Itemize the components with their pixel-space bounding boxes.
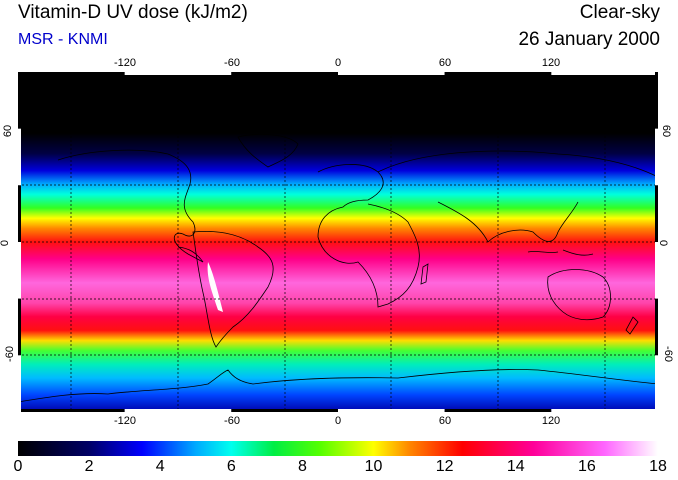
colorbar-gradient (18, 441, 658, 456)
coastlines (18, 133, 658, 403)
border-band-v-1-0 (18, 128, 21, 186)
andes-max-dose (207, 262, 223, 312)
colorbar (18, 441, 658, 456)
colorbar-tick-10: 10 (364, 458, 383, 475)
lat-label-right-0: 0 (657, 239, 670, 247)
lat-label-left-60: 60 (2, 124, 15, 138)
lon-label-bottom-minus120: -120 (113, 415, 137, 427)
lat-label-right-60: 60 (660, 124, 673, 138)
border-band-v-5-1 (655, 355, 658, 412)
sky-condition-label: Clear-sky (579, 2, 660, 23)
border-band-h-1-1 (124, 409, 232, 412)
border-band-v-2-1 (655, 185, 658, 242)
border-band-h-1-0 (124, 72, 232, 75)
new-zealand-coast (625, 316, 639, 335)
south-america-coast (192, 230, 274, 348)
lon-label-top-minus120: -120 (113, 57, 137, 69)
antarctica-coast (18, 369, 658, 403)
indonesia-coast (527, 249, 594, 256)
lon-label-bottom-120: 120 (541, 415, 561, 427)
asia-coast (377, 150, 658, 243)
uv-dose-map (18, 72, 658, 412)
colorbar-tick-0: 0 (13, 458, 23, 475)
date-label: 26 January 2000 (518, 29, 660, 50)
border-band-h-3-1 (338, 409, 445, 412)
border-band-v-3-1 (655, 242, 658, 299)
greenland-coast (237, 133, 299, 168)
colorbar-tick-16: 16 (577, 458, 596, 475)
border-band-h-4-0 (444, 72, 552, 75)
lon-label-bottom-0: 0 (334, 415, 342, 427)
border-band-h-0-1 (18, 409, 125, 412)
border-band-v-0-1 (655, 72, 658, 129)
colorbar-tick-6: 6 (226, 458, 236, 475)
credit-label: MSR - KNMI (18, 31, 108, 48)
lat-label-left-minus60: -60 (3, 346, 16, 362)
border-band-h-4-1 (444, 409, 552, 412)
border-band-v-1-1 (655, 128, 658, 186)
border-band-h-2-1 (231, 409, 338, 412)
lat-label-left-0: 0 (0, 239, 12, 247)
border-band-v-3-0 (18, 242, 21, 299)
lon-label-top-0: 0 (334, 57, 342, 69)
border-band-h-0-0 (18, 72, 125, 75)
colorbar-tick-4: 4 (155, 458, 165, 475)
border-band-h-5-0 (551, 72, 658, 75)
lon-label-top-minus60: -60 (224, 57, 240, 69)
lon-label-bottom-60: 60 (438, 415, 452, 427)
border-band-h-5-1 (551, 409, 658, 412)
border-band-v-4-0 (18, 298, 21, 356)
graticule (18, 72, 658, 412)
madagascar-coast (420, 263, 429, 285)
border-band-v-0-0 (18, 72, 21, 129)
lon-label-top-120: 120 (541, 57, 561, 69)
colorbar-tick-2: 2 (84, 458, 94, 475)
border-band-v-5-0 (18, 355, 21, 412)
lon-label-bottom-minus60: -60 (224, 415, 240, 427)
colorbar-tick-18: 18 (649, 458, 667, 475)
colorbar-tick-12: 12 (435, 458, 454, 475)
australia-coast (547, 269, 611, 321)
map-title: Vitamin-D UV dose (kJ/m2) (18, 2, 248, 23)
border-band-h-2-0 (231, 72, 338, 75)
border-band-v-4-1 (655, 298, 658, 356)
map-canvas (18, 72, 658, 412)
border-band-v-2-0 (18, 185, 21, 242)
colorbar-tick-8: 8 (297, 458, 307, 475)
lon-label-top-60: 60 (438, 57, 452, 69)
border-band-h-3-0 (338, 72, 445, 75)
border-bands (18, 72, 658, 412)
lat-label-right-minus60: -60 (661, 346, 674, 362)
north-america-coast (57, 149, 204, 263)
colorbar-tick-14: 14 (506, 458, 525, 475)
europe-africa-coast (317, 164, 420, 308)
